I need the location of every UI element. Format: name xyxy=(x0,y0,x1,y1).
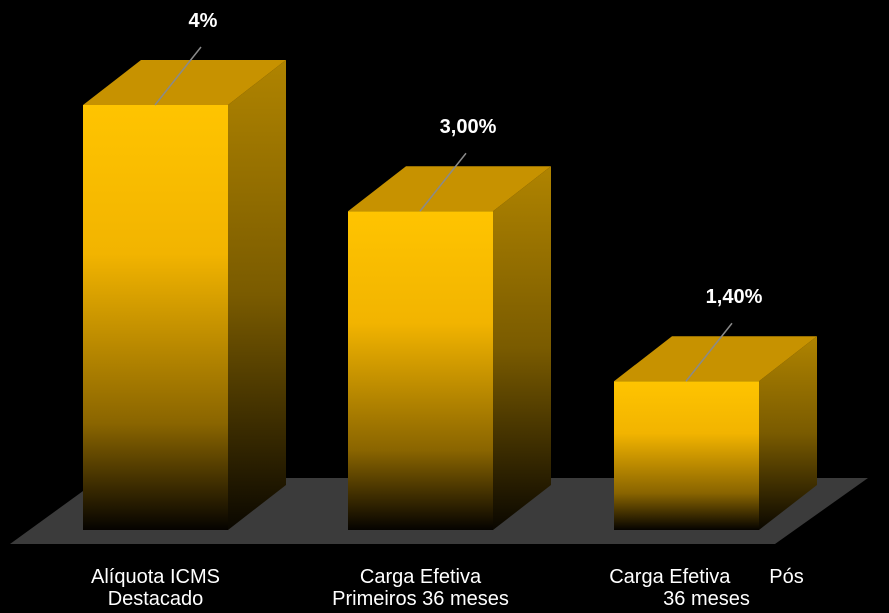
bar-1 xyxy=(83,46,286,530)
bar-top-face xyxy=(614,336,817,382)
bar-front-face xyxy=(83,105,228,530)
category-label-line: Primeiros 36 meses xyxy=(332,588,509,610)
bar-side-face xyxy=(228,60,286,530)
bar-top-face xyxy=(348,166,551,212)
bars-layer xyxy=(83,46,817,530)
bar-2 xyxy=(348,152,551,530)
bar-side-face xyxy=(493,166,551,530)
bar-front-face xyxy=(614,381,759,530)
leader-line xyxy=(154,46,202,106)
data-label: 1,40% xyxy=(705,286,763,309)
bar-side-face xyxy=(759,336,817,530)
category-label: Carga Efetiva Primeiros 36 meses xyxy=(291,566,551,610)
leader-line xyxy=(419,152,467,212)
category-label-line: Carga Efetiva xyxy=(359,566,482,588)
category-label-line: 36 meses xyxy=(663,588,750,610)
leader-line xyxy=(685,322,733,382)
data-label: 4% xyxy=(188,10,218,32)
category-label-line: Carga Efetiva Pós xyxy=(609,566,804,588)
bar-3 xyxy=(614,322,817,530)
category-label: Carga Efetiva Pós 36 meses xyxy=(577,566,837,610)
bar-front-face xyxy=(348,211,493,530)
bar-top-face xyxy=(83,60,286,105)
category-label-line: Alíquota ICMS xyxy=(91,566,220,588)
category-label: Alíquota ICMS Destacado xyxy=(26,566,286,610)
category-label-line: Destacado xyxy=(107,588,204,610)
data-label: 3,00% xyxy=(439,116,497,139)
